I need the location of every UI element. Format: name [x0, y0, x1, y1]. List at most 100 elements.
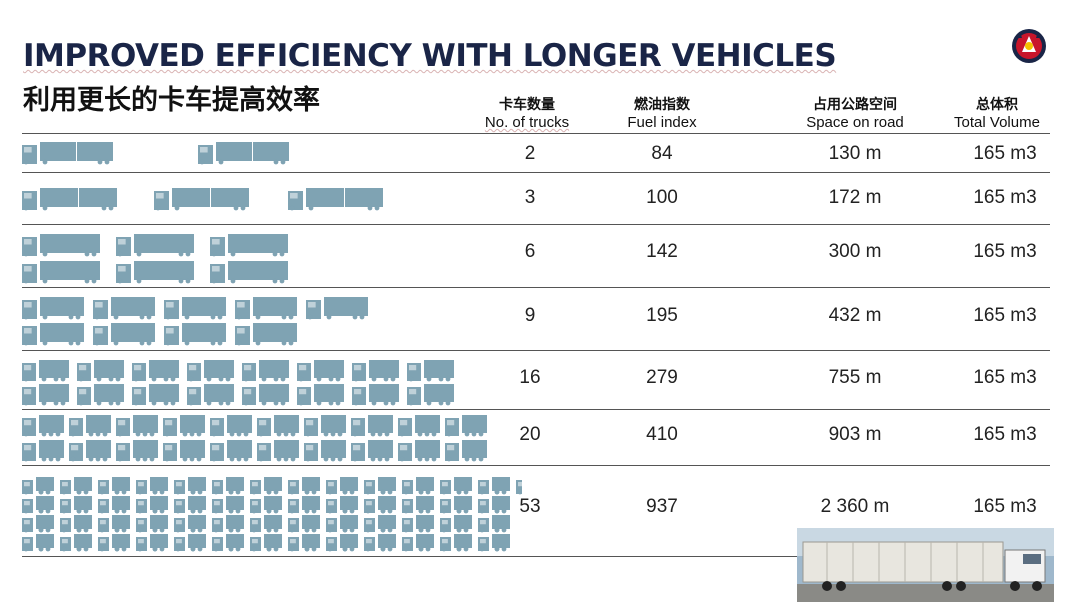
truck-icon	[288, 496, 320, 514]
truck-icon	[60, 496, 92, 514]
truck-icon	[250, 496, 282, 514]
truck-icon	[60, 515, 92, 533]
truck-icon-group	[22, 188, 383, 211]
truck-icon	[326, 534, 358, 552]
truck-icon	[22, 188, 117, 211]
truck-icon	[22, 477, 54, 495]
truck-icon	[242, 384, 289, 406]
header-vol-en: Total Volume	[954, 114, 1040, 131]
truck-icon	[402, 534, 434, 552]
truck-icon	[22, 323, 84, 346]
cell-total-volume: 165 m3	[973, 496, 1037, 517]
truck-icon	[364, 496, 396, 514]
cell-space-on-road: 2 360 m	[820, 496, 890, 517]
truck-icon	[402, 496, 434, 514]
truck-icon	[351, 415, 393, 437]
truck-icon	[212, 496, 244, 514]
truck-icon	[516, 480, 522, 495]
table-divider	[22, 350, 1050, 351]
truck-icon	[98, 496, 130, 514]
header-trucks-zh: 卡车数量	[499, 97, 555, 113]
truck-icon	[398, 440, 440, 462]
cell-fuel-index: 937	[646, 496, 678, 517]
cell-space-on-road: 903 m	[828, 424, 882, 445]
header-total-volume: 总体积 Total Volume	[942, 96, 1052, 131]
truck-icon	[364, 515, 396, 533]
cell-fuel-index: 84	[651, 143, 673, 164]
truck-icon	[402, 477, 434, 495]
truck-icon	[478, 515, 510, 533]
truck-icon	[304, 440, 346, 462]
truck-icon	[242, 360, 289, 382]
truck-icon	[98, 534, 130, 552]
truck-icon	[116, 234, 194, 257]
cell-space-on-road: 172 m	[828, 187, 882, 208]
header-vol-zh: 总体积	[976, 97, 1018, 113]
truck-icon-group	[22, 142, 289, 165]
table-row: 16 279 755 m 165 m3	[0, 350, 1080, 409]
header-fuel-zh: 燃油指数	[634, 97, 690, 113]
truck-icon	[478, 496, 510, 514]
truck-icon	[174, 477, 206, 495]
header-fuel-en: Fuel index	[627, 114, 697, 131]
header-no-of-trucks: 卡车数量 No. of trucks	[472, 96, 582, 131]
truck-icon	[398, 415, 440, 437]
truck-icon	[351, 440, 393, 462]
truck-icon	[136, 496, 168, 514]
cell-space-on-road: 130 m	[828, 143, 882, 164]
truck-icon	[440, 515, 472, 533]
truck-icon	[154, 188, 249, 211]
cell-fuel-index: 195	[646, 305, 678, 326]
truck-icon	[440, 477, 472, 495]
table-divider	[22, 133, 1050, 134]
cell-space-on-road: 300 m	[828, 241, 882, 262]
truck-icon	[257, 440, 299, 462]
truck-icon	[304, 415, 346, 437]
page-subtitle-chinese: 利用更长的卡车提高效率	[23, 85, 320, 116]
truck-icon	[22, 534, 54, 552]
truck-icon	[69, 440, 111, 462]
cell-space-on-road: 755 m	[828, 367, 882, 388]
truck-icon	[22, 142, 113, 165]
truck-icon	[22, 415, 64, 437]
truck-icon	[306, 297, 368, 320]
truck-icon	[98, 477, 130, 495]
truck-icon	[22, 297, 84, 320]
cell-space-on-road: 432 m	[828, 305, 882, 326]
truck-icon	[164, 297, 226, 320]
cell-no-of-trucks: 2	[524, 143, 536, 164]
table-divider	[22, 465, 1050, 466]
truck-icon-group	[22, 415, 487, 462]
truck-icon	[288, 515, 320, 533]
table-row: 9 195 432 m 165 m3	[0, 287, 1080, 350]
header-space-en: Space on road	[806, 114, 904, 131]
truck-icon	[77, 360, 124, 382]
truck-icon	[402, 515, 434, 533]
truck-icon-group	[22, 234, 288, 284]
truck-icon	[136, 534, 168, 552]
cell-total-volume: 165 m3	[973, 424, 1037, 445]
truck-icon	[478, 534, 510, 552]
header-fuel-index: 燃油指数 Fuel index	[612, 96, 712, 131]
long-truck-photo-icon	[797, 528, 1054, 602]
cell-fuel-index: 279	[646, 367, 678, 388]
truck-icon	[352, 360, 399, 382]
truck-icon	[198, 142, 289, 165]
truck-icon	[98, 515, 130, 533]
truck-icon	[22, 515, 54, 533]
truck-icon	[288, 188, 383, 211]
truck-icon	[407, 360, 454, 382]
truck-icon	[22, 496, 54, 514]
table-divider	[22, 287, 1050, 288]
truck-icon	[250, 477, 282, 495]
cell-no-of-trucks: 3	[524, 187, 536, 208]
truck-icon	[297, 360, 344, 382]
truck-icon	[440, 534, 472, 552]
table-divider	[22, 556, 1050, 557]
truck-icon-group	[22, 360, 454, 406]
truck-icon	[288, 534, 320, 552]
truck-icon	[250, 534, 282, 552]
truck-icon	[69, 415, 111, 437]
truck-icon	[132, 384, 179, 406]
truck-icon	[174, 534, 206, 552]
